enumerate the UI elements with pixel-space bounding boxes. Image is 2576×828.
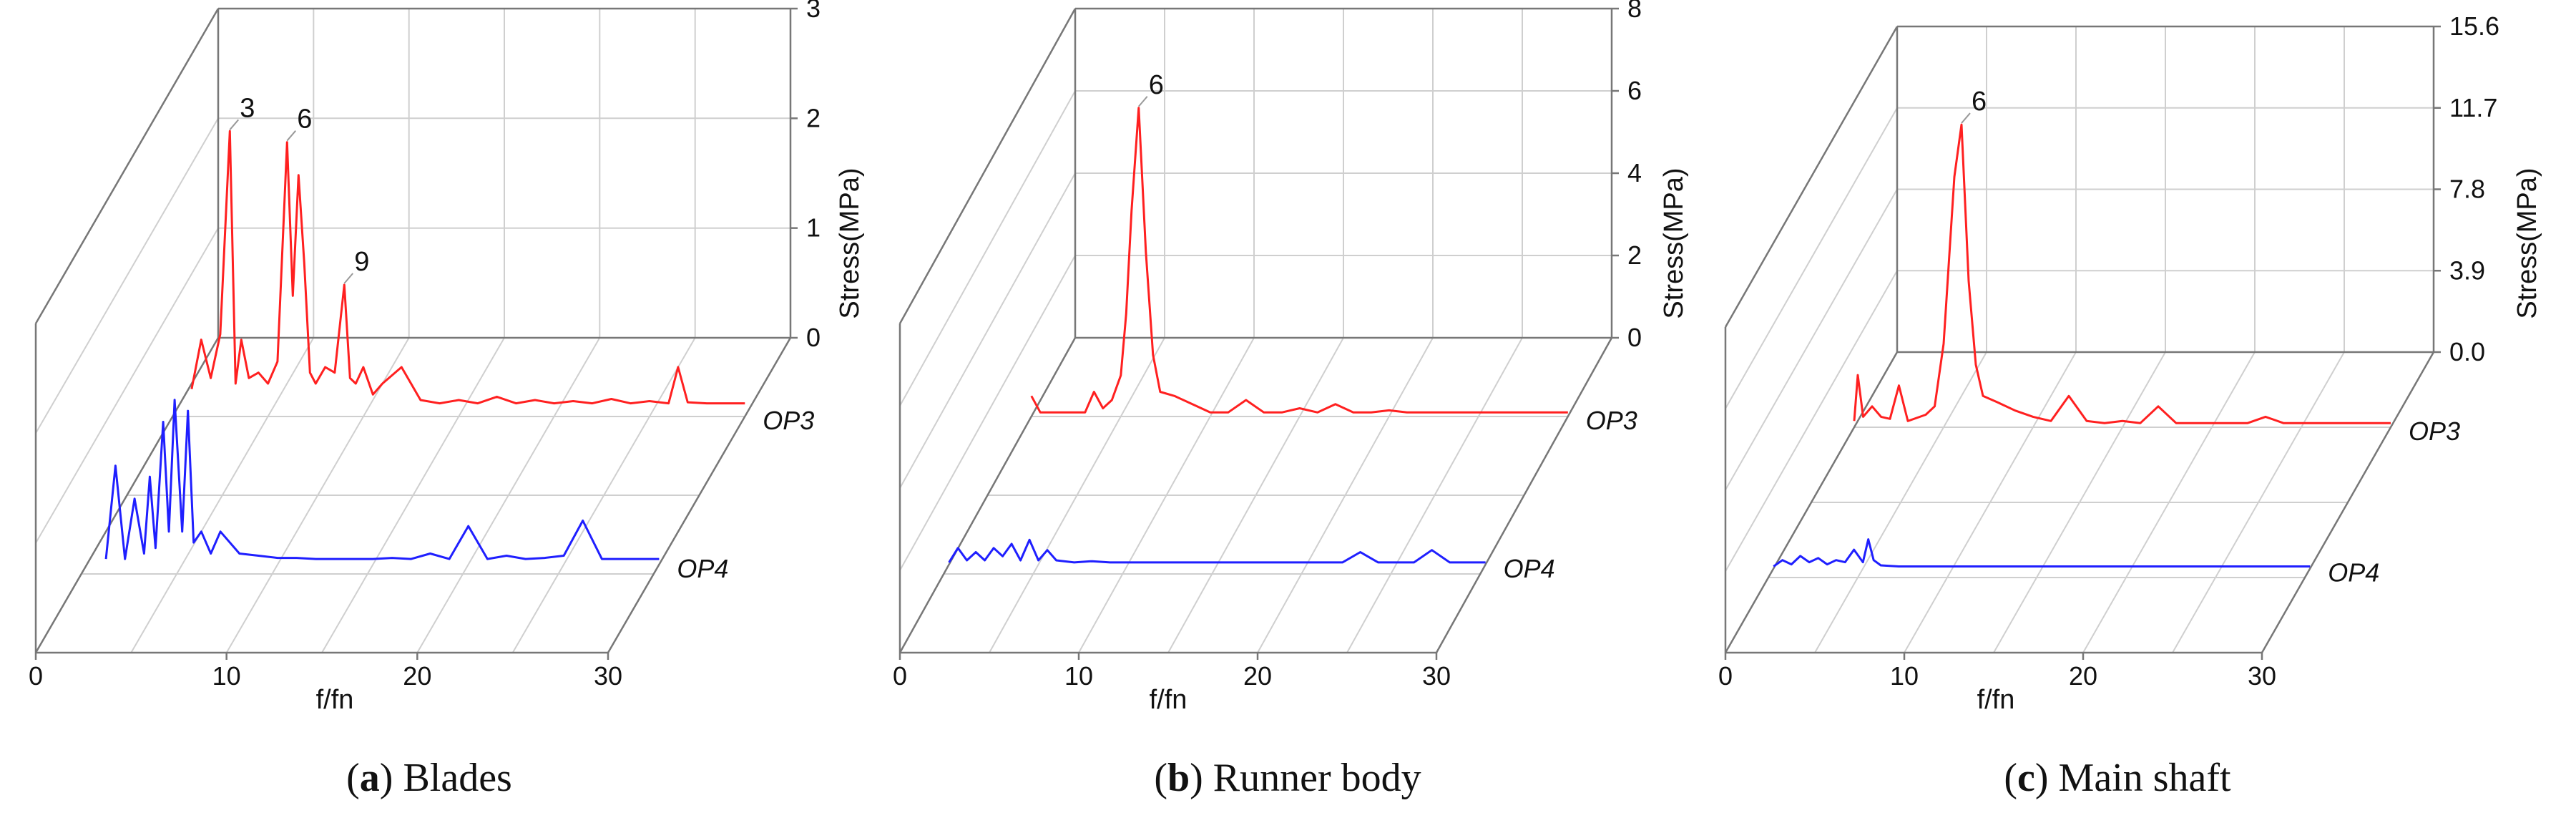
- x-axis-label: f/fn: [316, 685, 354, 715]
- y-tick-label: 0: [806, 323, 821, 352]
- peak-label-leader: [1961, 112, 1971, 124]
- axis-frame-line: [898, 8, 1077, 324]
- peak-label-leader: [229, 119, 240, 130]
- caption-b: (b) Runner body: [1154, 756, 1421, 800]
- y-tick-label: 1: [806, 213, 821, 243]
- axis-frame-line: [34, 8, 220, 324]
- y-tick-label: 2: [806, 103, 821, 132]
- side-grid-line: [899, 255, 1076, 571]
- y-tick-label: 7.8: [2449, 175, 2485, 204]
- side-grid-line: [35, 228, 219, 544]
- y-axis-label: Stress(MPa): [2512, 167, 2542, 318]
- side-grid-line: [1725, 107, 1898, 409]
- series-line-op4: [104, 399, 660, 560]
- side-grid-line: [899, 172, 1076, 489]
- series-line-op3: [190, 130, 745, 405]
- y-tick-label: 6: [1627, 76, 1642, 105]
- x-tick-label: 30: [594, 661, 622, 691]
- axis-frame-line: [1724, 26, 1899, 328]
- series-label-op4: OP4: [2328, 557, 2379, 587]
- x-tick-label: 30: [2248, 661, 2276, 691]
- y-tick-label: 8: [1627, 0, 1642, 23]
- side-grid-line: [1725, 189, 1898, 490]
- axis-frame-line: [1724, 351, 1899, 653]
- x-tick-label: 10: [1890, 661, 1919, 691]
- y-tick-label: 3: [806, 0, 821, 23]
- x-tick-label: 20: [2069, 661, 2097, 691]
- peak-label-leader: [1137, 96, 1148, 107]
- series-line-op4: [948, 538, 1486, 564]
- caption-c: (c) Main shaft: [2004, 756, 2231, 800]
- axis-frame-line: [898, 337, 1077, 653]
- series-line-op4: [1773, 538, 2311, 568]
- x-tick-label: 10: [1064, 661, 1093, 691]
- panel-c-main-shaft: (c) Main shaft 0 10 20 30 f/fn 0.0 3.9 7.8 11.7 1…: [1718, 11, 2542, 800]
- x-tick-label: 10: [212, 661, 241, 691]
- panel-a-blades: (a) Blades 0 10 20 30 f/fn 0 1 2 3 Stress(MPa) OP3…: [29, 0, 865, 800]
- y-axis-label: Stress(MPa): [1659, 167, 1689, 318]
- y-tick-label: 3.9: [2449, 255, 2485, 285]
- y-axis-label: Stress(MPa): [835, 167, 865, 318]
- x-tick-label: 30: [1422, 661, 1451, 691]
- series-label-op3: OP3: [1586, 406, 1637, 435]
- peak-label: 6: [297, 104, 312, 135]
- peak-label-leader: [286, 130, 297, 142]
- y-tick-label: 0.0: [2449, 337, 2485, 366]
- y-tick-label: 2: [1627, 240, 1642, 270]
- side-grid-line: [899, 90, 1076, 406]
- peak-label: 6: [1149, 70, 1164, 100]
- series-label-op4: OP4: [677, 554, 728, 583]
- axis-frame-line: [607, 337, 792, 653]
- peak-label: 3: [240, 93, 255, 123]
- series-line-op3: [1030, 107, 1568, 414]
- y-tick-label: 15.6: [2449, 11, 2499, 41]
- peak-label: 9: [354, 247, 369, 277]
- side-grid-line: [1725, 270, 1898, 572]
- panel-b-runner-body: (b) Runner body 0 10 20 30 f/fn 0 2 4 6 8 Stress(M…: [893, 0, 1689, 800]
- y-tick-label: 4: [1627, 158, 1642, 187]
- x-tick-label: 0: [893, 661, 907, 691]
- series-label-op3: OP3: [2409, 417, 2460, 446]
- x-axis-label: f/fn: [1150, 685, 1187, 715]
- series-line-op3: [1853, 123, 2391, 424]
- x-tick-label: 0: [29, 661, 43, 691]
- axis-frame-line: [2261, 351, 2435, 653]
- series-label-op4: OP4: [1504, 554, 1555, 583]
- series-label-op3: OP3: [763, 406, 814, 435]
- x-axis-label: f/fn: [1977, 685, 2015, 715]
- y-tick-label: 11.7: [2449, 93, 2497, 122]
- x-tick-label: 20: [1243, 661, 1272, 691]
- axis-frame-line: [34, 337, 220, 653]
- axis-frame-line: [1435, 337, 1613, 653]
- peak-label-leader: [343, 273, 354, 284]
- x-tick-label: 20: [403, 661, 431, 691]
- y-tick-label: 0: [1627, 323, 1642, 352]
- x-tick-label: 0: [1718, 661, 1733, 691]
- side-grid-line: [35, 117, 219, 434]
- caption-a: (a) Blades: [346, 756, 512, 800]
- peak-label: 6: [1972, 87, 1987, 117]
